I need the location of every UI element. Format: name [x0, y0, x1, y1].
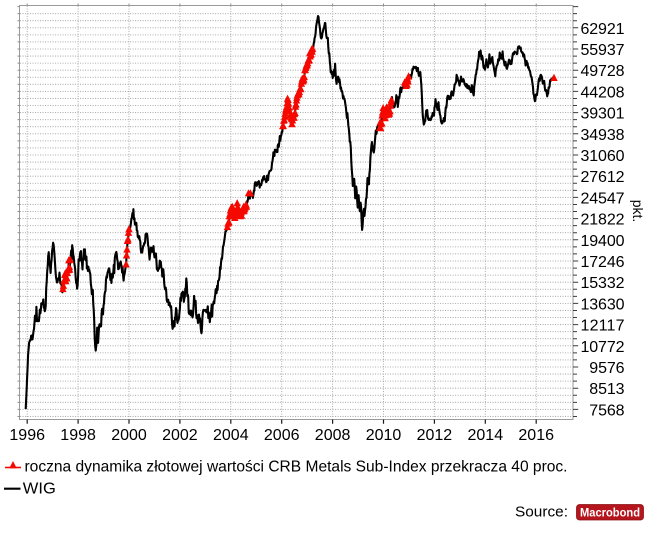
svg-text:2008: 2008 — [315, 427, 351, 444]
svg-text:62921: 62921 — [581, 21, 625, 38]
svg-text:55937: 55937 — [581, 42, 625, 59]
svg-text:24547: 24547 — [581, 190, 625, 207]
svg-text:21822: 21822 — [581, 212, 625, 229]
svg-text:7568: 7568 — [589, 402, 624, 419]
svg-text:15332: 15332 — [581, 275, 625, 292]
svg-text:13630: 13630 — [581, 296, 625, 313]
svg-text:8513: 8513 — [589, 381, 624, 398]
svg-text:roczna dynamika złotowej warto: roczna dynamika złotowej wartości CRB Me… — [25, 459, 568, 476]
svg-text:2000: 2000 — [111, 427, 147, 444]
svg-text:17246: 17246 — [581, 254, 625, 271]
svg-text:2016: 2016 — [518, 427, 554, 444]
svg-text:WIG: WIG — [23, 481, 56, 498]
svg-text:39301: 39301 — [581, 106, 625, 123]
svg-text:49728: 49728 — [581, 63, 625, 80]
svg-text:2004: 2004 — [213, 427, 249, 444]
svg-text:2012: 2012 — [417, 427, 453, 444]
svg-text:pkt.: pkt. — [630, 200, 646, 223]
svg-text:9576: 9576 — [589, 360, 624, 377]
svg-text:44208: 44208 — [581, 84, 625, 101]
svg-text:10772: 10772 — [581, 339, 625, 356]
svg-text:2006: 2006 — [264, 427, 300, 444]
svg-text:27612: 27612 — [581, 169, 625, 186]
svg-text:2010: 2010 — [366, 427, 402, 444]
svg-text:1998: 1998 — [60, 427, 96, 444]
svg-text:Macrobond: Macrobond — [580, 506, 640, 520]
svg-text:1996: 1996 — [9, 427, 45, 444]
svg-text:2014: 2014 — [467, 427, 503, 444]
svg-text:34938: 34938 — [581, 127, 625, 144]
svg-text:19400: 19400 — [581, 233, 625, 250]
svg-text:31060: 31060 — [581, 148, 625, 165]
svg-text:Source:: Source: — [515, 504, 568, 521]
svg-text:12117: 12117 — [581, 318, 625, 335]
svg-text:2002: 2002 — [162, 427, 198, 444]
